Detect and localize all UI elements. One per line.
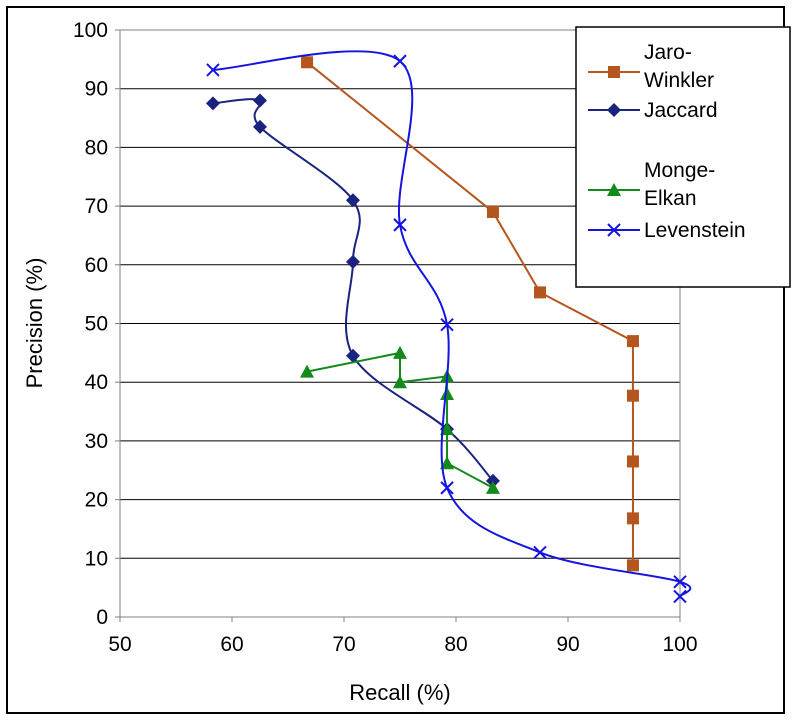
x-tick-label: 80 (444, 633, 467, 656)
legend-entry-jaccard: Jaccard (588, 99, 718, 122)
data-point-levenstein (393, 54, 407, 68)
data-point-jaccard (253, 93, 267, 108)
y-tick-label: 80 (85, 136, 108, 159)
series-layer (205, 50, 692, 604)
legend: Jaro- Winkler Jaccard Monge- Elkan Levenstein (575, 26, 791, 288)
series-jaro-winkler (301, 56, 639, 572)
data-point-monge-elkan (300, 364, 315, 378)
data-point-levenstein (533, 545, 547, 560)
data-point-levenstein (673, 589, 687, 604)
data-point-levenstein (393, 218, 407, 232)
data-point-jaro-winkler (301, 56, 314, 69)
y-tick-label: 20 (85, 489, 108, 512)
y-tick-label: 10 (85, 547, 108, 570)
legend-marker (607, 183, 621, 196)
y-tick-label: 60 (85, 254, 108, 277)
legend-label: Elkan (644, 187, 697, 210)
x-tick-label: 50 (108, 633, 131, 656)
data-point-jaccard (205, 96, 220, 111)
data-point-jaro-winkler (534, 286, 546, 299)
y-tick-label: 0 (96, 606, 108, 629)
x-axis-ticks: 50 60 70 80 90 100 (108, 617, 698, 656)
data-point-monge-elkan (485, 480, 500, 494)
data-point-jaro-winkler (626, 335, 639, 348)
y-tick-label: 90 (85, 78, 108, 101)
legend-label: Jaro- (644, 41, 692, 64)
data-point-levenstein (440, 317, 454, 332)
series-line-jaccard (212, 98, 494, 482)
y-tick-label: 40 (85, 371, 108, 394)
y-tick-label: 100 (73, 19, 108, 42)
legend-label: Jaccard (644, 99, 718, 122)
data-point-jaccard (345, 254, 360, 269)
data-point-monge-elkan (393, 345, 407, 359)
data-point-monge-elkan (393, 375, 407, 389)
data-point-jaro-winkler (626, 512, 639, 525)
data-point-levenstein (206, 63, 220, 77)
x-tick-label: 90 (556, 633, 579, 656)
data-point-jaccard (253, 119, 267, 134)
series-line-jaro-winkler (306, 61, 634, 566)
series-monge-elkan (300, 345, 500, 494)
legend-label: Monge- (644, 159, 715, 182)
series-levenstein (206, 50, 692, 604)
data-point-levenstein (440, 481, 454, 495)
series-line-monge-elkan (306, 351, 494, 489)
y-tick-label: 30 (85, 430, 108, 453)
legend-label: Winkler (644, 69, 714, 92)
legend-entry-monge-elkan: Monge- Elkan (588, 159, 715, 210)
data-point-jaro-winkler (486, 205, 499, 218)
series-jaccard (205, 93, 500, 488)
data-point-levenstein (673, 575, 687, 589)
data-point-jaro-winkler (626, 455, 639, 468)
x-tick-label: 60 (220, 633, 243, 656)
data-point-jaro-winkler (626, 389, 639, 402)
legend-marker (608, 66, 620, 78)
data-point-jaccard (345, 348, 360, 363)
x-axis-label: Recall (%) (349, 680, 450, 705)
y-tick-label: 50 (85, 313, 108, 336)
data-point-monge-elkan (440, 386, 455, 400)
legend-entry-levenstein: Levenstein (588, 219, 746, 242)
data-point-jaccard (345, 193, 360, 208)
x-tick-label: 70 (332, 633, 355, 656)
data-point-monge-elkan (440, 422, 455, 436)
y-axis-ticks: 0 10 20 30 40 50 60 70 80 90 100 (73, 19, 120, 629)
y-axis-label: Precision (%) (22, 258, 47, 389)
data-point-jaro-winkler (626, 559, 639, 572)
legend-marker (607, 103, 621, 117)
legend-label: Levenstein (644, 219, 746, 242)
data-point-monge-elkan (440, 456, 455, 470)
legend-marker (607, 223, 621, 237)
y-tick-label: 70 (85, 195, 108, 218)
x-tick-label: 100 (662, 633, 697, 656)
legend-entry-jaro-winkler: Jaro- Winkler (588, 41, 714, 92)
data-point-jaccard (485, 473, 500, 488)
